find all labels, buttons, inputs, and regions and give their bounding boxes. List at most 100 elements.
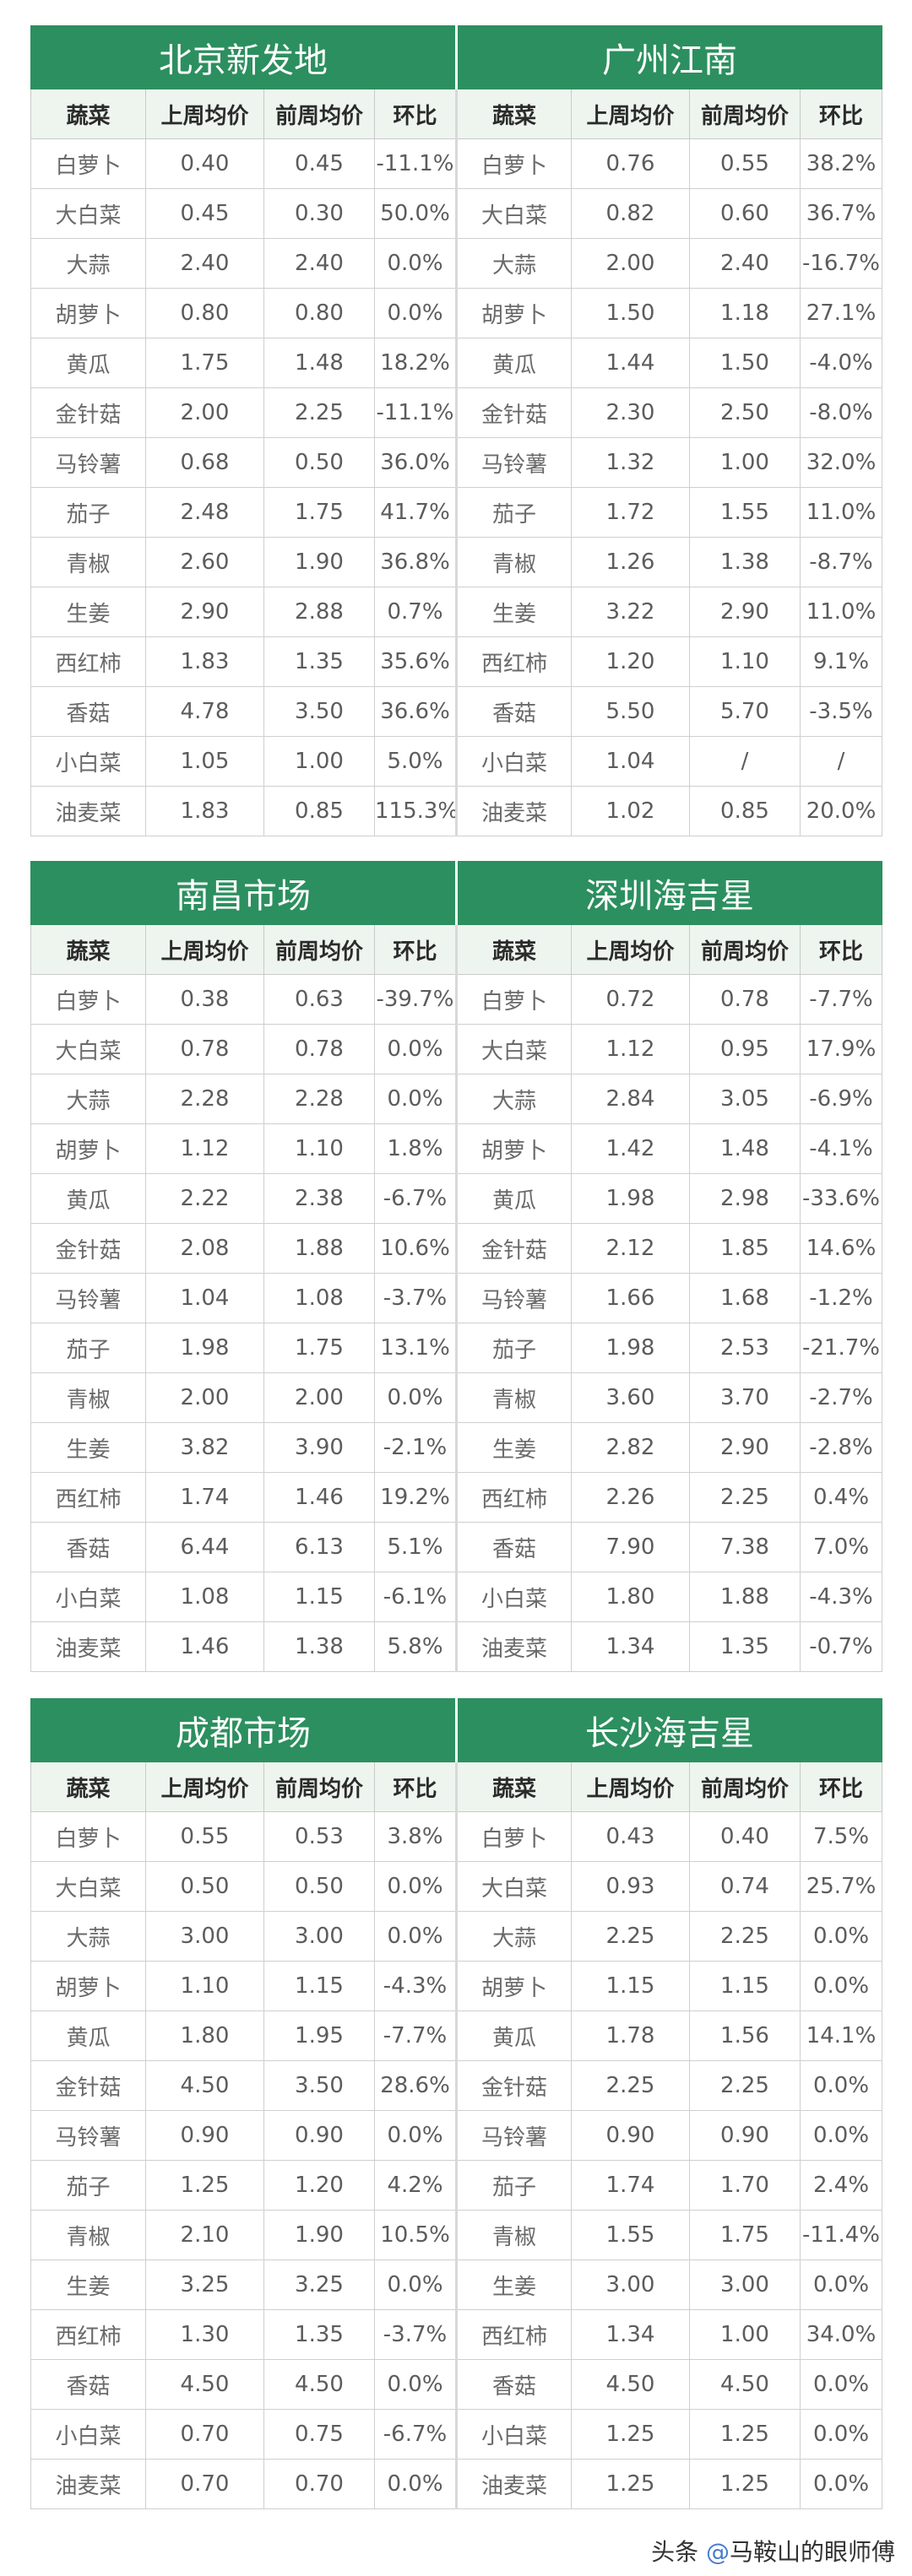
- last-week-price: 2.08: [145, 1223, 264, 1274]
- change-rate: -6.7%: [374, 2409, 457, 2460]
- column-header: 环比: [800, 89, 882, 139]
- prev-week-price: 2.90: [689, 1422, 801, 1473]
- change-rate: -4.0%: [800, 338, 882, 388]
- last-week-price: 5.50: [571, 686, 690, 737]
- prev-week-price: 1.35: [263, 636, 375, 687]
- column-header: 蔬菜: [30, 89, 146, 139]
- prev-week-price: 2.25: [689, 1911, 801, 1962]
- prev-week-price: 1.38: [263, 1621, 375, 1672]
- prev-week-price: 1.70: [689, 2160, 801, 2211]
- vegetable-name: 白萝卜: [30, 974, 146, 1025]
- table-row: 胡萝卜 1.10 1.15 -4.3% 胡萝卜 1.15 1.15 0.0%: [30, 1961, 882, 2011]
- last-week-price: 0.82: [571, 188, 690, 239]
- column-header: 环比: [374, 89, 457, 139]
- prev-week-price: 3.70: [689, 1372, 801, 1423]
- last-week-price: 0.43: [571, 1811, 690, 1862]
- change-rate: 36.7%: [800, 188, 882, 239]
- last-week-price: 1.02: [571, 786, 690, 836]
- market-title: 南昌市场: [30, 861, 457, 925]
- prev-week-price: 1.10: [689, 636, 801, 687]
- table-row: 香菇 6.44 6.13 5.1% 香菇 7.90 7.38 7.0%: [30, 1522, 882, 1572]
- last-week-price: 1.34: [571, 2309, 690, 2360]
- change-rate: -11.1%: [374, 138, 457, 189]
- prev-week-price: 1.50: [689, 338, 801, 388]
- last-week-price: 4.50: [145, 2060, 264, 2111]
- last-week-price: 1.55: [571, 2210, 690, 2260]
- last-week-price: 3.60: [571, 1372, 690, 1423]
- last-week-price: 0.70: [145, 2459, 264, 2509]
- table-row: 香菇 4.50 4.50 0.0% 香菇 4.50 4.50 0.0%: [30, 2359, 882, 2410]
- vegetable-name: 白萝卜: [455, 1811, 572, 1862]
- last-week-price: 2.00: [145, 1372, 264, 1423]
- change-rate: 0.0%: [800, 2409, 882, 2460]
- vegetable-name: 马铃薯: [455, 437, 572, 488]
- prev-week-price: 0.30: [263, 188, 375, 239]
- change-rate: 0.0%: [374, 2359, 457, 2410]
- table-body: 北京新发地 广州江南 蔬菜 上周均价 前周均价 环比 蔬菜 上周均价 前周均价 环比 白萝卜 0.40…: [30, 25, 882, 836]
- prev-week-price: 1.75: [263, 1323, 375, 1373]
- last-week-price: 2.30: [571, 387, 690, 438]
- table-row: 西红柿 1.30 1.35 -3.7% 西红柿 1.34 1.00 34.0%: [30, 2309, 882, 2360]
- change-rate: -21.7%: [800, 1323, 882, 1373]
- column-header: 上周均价: [571, 1762, 690, 1812]
- prev-week-price: 3.50: [263, 2060, 375, 2111]
- prev-week-price: 2.53: [689, 1323, 801, 1373]
- column-header-row: 蔬菜 上周均价 前周均价 环比 蔬菜 上周均价 前周均价 环比: [30, 924, 882, 975]
- column-header: 蔬菜: [455, 1762, 572, 1812]
- last-week-price: 3.22: [571, 587, 690, 637]
- vegetable-name: 油麦菜: [455, 1621, 572, 1672]
- prev-week-price: 0.45: [263, 138, 375, 189]
- prev-week-price: 2.50: [689, 387, 801, 438]
- market-title-row: 北京新发地 广州江南: [30, 25, 882, 89]
- table-row: 大蒜 3.00 3.00 0.0% 大蒜 2.25 2.25 0.0%: [30, 1911, 882, 1962]
- vegetable-name: 油麦菜: [30, 1621, 146, 1672]
- last-week-price: 0.90: [145, 2110, 264, 2161]
- column-header: 前周均价: [263, 89, 375, 139]
- change-rate: -11.1%: [374, 387, 457, 438]
- table-row: 茄子 1.98 1.75 13.1% 茄子 1.98 2.53 -21.7%: [30, 1323, 882, 1373]
- prev-week-price: 2.90: [689, 587, 801, 637]
- price-table: 成都市场 长沙海吉星 蔬菜 上周均价 前周均价 环比 蔬菜 上周均价 前周均价 环比 白萝卜 0.55…: [30, 1698, 882, 2509]
- prev-week-price: 0.74: [689, 1861, 801, 1912]
- change-rate: -16.7%: [800, 238, 882, 289]
- change-rate: 0.0%: [374, 2259, 457, 2310]
- vegetable-name: 青椒: [455, 537, 572, 587]
- vegetable-name: 黄瓜: [30, 1173, 146, 1224]
- prev-week-price: 3.05: [689, 1074, 801, 1124]
- vegetable-name: 大蒜: [455, 1911, 572, 1962]
- last-week-price: 0.78: [145, 1024, 264, 1074]
- table-row: 青椒 2.00 2.00 0.0% 青椒 3.60 3.70 -2.7%: [30, 1372, 882, 1423]
- vegetable-name: 茄子: [455, 1323, 572, 1373]
- vegetable-name: 金针菇: [30, 1223, 146, 1274]
- prev-week-price: 5.70: [689, 686, 801, 737]
- vegetable-name: 油麦菜: [455, 2459, 572, 2509]
- table-body: 成都市场 长沙海吉星 蔬菜 上周均价 前周均价 环比 蔬菜 上周均价 前周均价 环比 白萝卜 0.55…: [30, 1698, 882, 2509]
- change-rate: 0.0%: [800, 1961, 882, 2011]
- table-row: 白萝卜 0.40 0.45 -11.1% 白萝卜 0.76 0.55 38.2%: [30, 138, 882, 189]
- change-rate: -1.2%: [800, 1273, 882, 1323]
- last-week-price: 1.74: [145, 1472, 264, 1523]
- vegetable-name: 大蒜: [455, 238, 572, 289]
- table-row: 西红柿 1.74 1.46 19.2% 西红柿 2.26 2.25 0.4%: [30, 1472, 882, 1523]
- change-rate: 0.7%: [374, 587, 457, 637]
- column-header: 前周均价: [263, 1762, 375, 1812]
- change-rate: 0.0%: [800, 2259, 882, 2310]
- vegetable-name: 生姜: [455, 2259, 572, 2310]
- last-week-price: 0.55: [145, 1811, 264, 1862]
- vegetable-name: 大白菜: [30, 188, 146, 239]
- change-rate: -6.9%: [800, 1074, 882, 1124]
- vegetable-name: 小白菜: [30, 736, 146, 787]
- last-week-price: 1.80: [571, 1572, 690, 1622]
- change-rate: 0.0%: [374, 1861, 457, 1912]
- vegetable-name: 金针菇: [30, 387, 146, 438]
- prev-week-price: 0.75: [263, 2409, 375, 2460]
- last-week-price: 1.08: [145, 1572, 264, 1622]
- last-week-price: 1.12: [145, 1123, 264, 1174]
- change-rate: -3.5%: [800, 686, 882, 737]
- vegetable-name: 生姜: [30, 1422, 146, 1473]
- table-row: 白萝卜 0.38 0.63 -39.7% 白萝卜 0.72 0.78 -7.7%: [30, 974, 882, 1025]
- table-row: 白萝卜 0.55 0.53 3.8% 白萝卜 0.43 0.40 7.5%: [30, 1811, 882, 1862]
- vegetable-name: 茄子: [30, 1323, 146, 1373]
- table-row: 金针菇 2.08 1.88 10.6% 金针菇 2.12 1.85 14.6%: [30, 1223, 882, 1274]
- change-rate: 0.0%: [800, 1911, 882, 1962]
